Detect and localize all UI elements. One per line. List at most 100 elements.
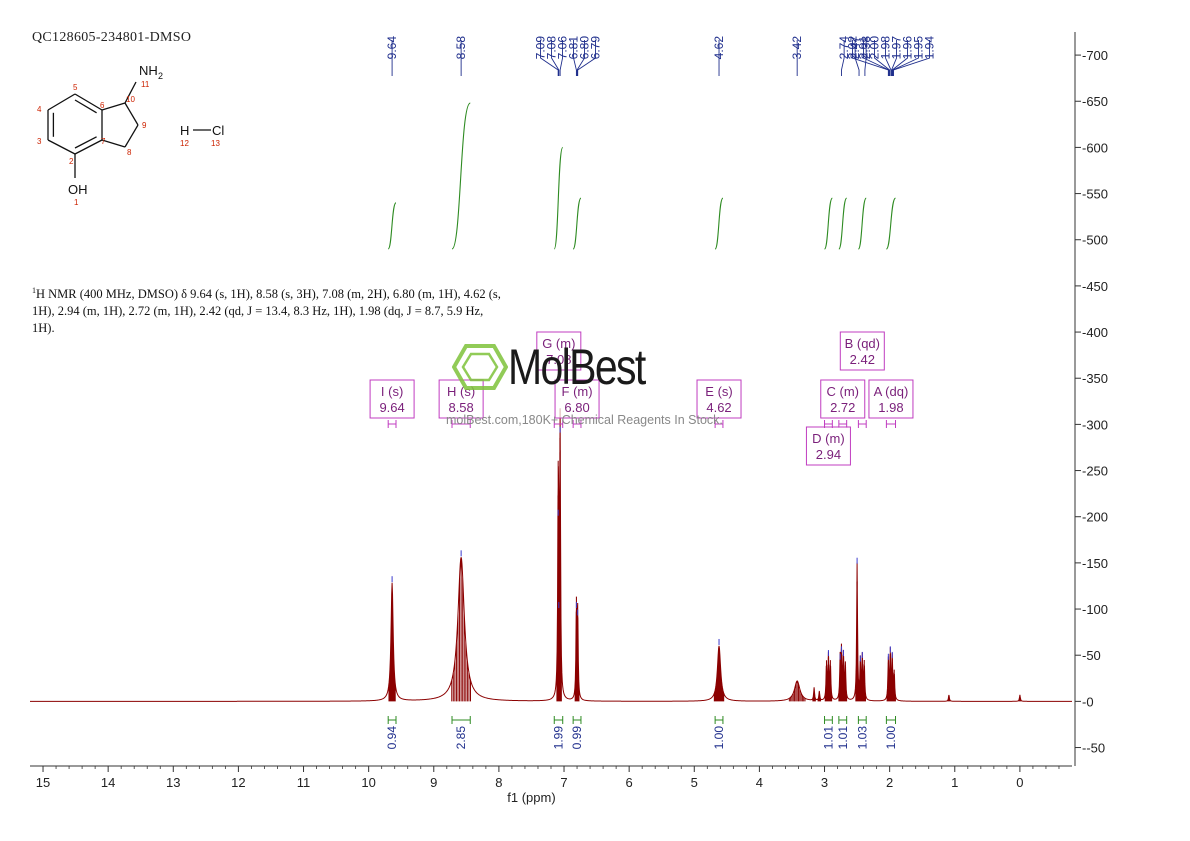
peak-label-leader — [551, 40, 560, 76]
integral-curve — [553, 146, 564, 250]
x-tick-label: 2 — [886, 775, 893, 790]
multiplet-name: E (s) — [705, 384, 732, 399]
integral-bracket — [387, 716, 397, 724]
x-tick-label: 10 — [361, 775, 375, 790]
multiplet-range-bracket — [553, 420, 564, 428]
peak-label-leader — [576, 40, 585, 76]
multiplet-shift: 1.98 — [878, 400, 903, 415]
y-tick-label: --50 — [1082, 741, 1105, 756]
watermark-logo: MolBest — [508, 339, 646, 395]
integral-bracket — [857, 716, 867, 724]
watermark-hexagon-icon — [452, 344, 508, 390]
integral-curve — [838, 197, 848, 250]
x-tick-label: 1 — [951, 775, 958, 790]
multiplet-box — [839, 331, 885, 371]
integral-bracket — [824, 716, 833, 724]
multiplet-box — [868, 379, 914, 419]
integral-value: 1.01 — [821, 726, 835, 750]
peak-label-leader — [864, 40, 867, 76]
atom-number: 4 — [37, 105, 42, 114]
y-tick-label: -650 — [1082, 94, 1108, 109]
integral-bracket — [885, 716, 897, 724]
peak-label-leader — [891, 40, 897, 76]
bond-line — [101, 139, 126, 148]
y-tick-label: -450 — [1082, 279, 1108, 294]
peak-label-leader — [891, 40, 908, 76]
integral-bracket — [572, 716, 582, 724]
multiplet-shift: 6.80 — [564, 400, 589, 415]
peak-label-leader — [540, 40, 559, 76]
peak-label-leader — [885, 40, 892, 76]
multiplet-range-bracket — [824, 420, 833, 428]
atom-cl: Cl — [212, 123, 224, 138]
multiplet-box — [536, 331, 582, 371]
multiplet-shift: 7.08 — [546, 352, 571, 367]
integral-value: 1.03 — [855, 726, 869, 750]
multiplet-shift: 2.72 — [830, 400, 855, 415]
atom-number: 1 — [74, 198, 79, 207]
multiplet-shift: 2.94 — [816, 447, 841, 462]
multiplet-name: G (m) — [542, 336, 575, 351]
y-tick-label: -200 — [1082, 510, 1108, 525]
multiplet-range-bracket — [857, 420, 867, 428]
integral-value: 0.94 — [385, 726, 399, 750]
multiplet-box — [820, 379, 866, 419]
atom-oh: OH — [68, 182, 88, 197]
atom-nh2: NH — [139, 63, 158, 78]
bond-line — [47, 93, 76, 111]
y-tick-label: -400 — [1082, 325, 1108, 340]
x-tick-label: 15 — [36, 775, 50, 790]
multiplet-name: F (m) — [562, 384, 593, 399]
atom-number: 9 — [142, 121, 147, 130]
multiplet-range-bracket — [572, 420, 582, 428]
multiplet-range-bracket — [714, 420, 724, 428]
integral-bracket — [714, 716, 724, 724]
integral-bracket — [451, 716, 471, 724]
atom-number: 5 — [73, 83, 78, 92]
multiplet-range-bracket — [451, 420, 471, 428]
peak-label-leader — [573, 40, 577, 76]
multiplet-shift: 8.58 — [448, 400, 473, 415]
peak-label-leader — [892, 40, 919, 76]
multiplet-box — [805, 426, 851, 466]
y-tick-label: -0 — [1082, 694, 1094, 709]
double-bond-line — [74, 99, 97, 114]
bond-line — [47, 139, 76, 155]
x-tick-label: 9 — [430, 775, 437, 790]
multiplet-range-bracket — [885, 420, 897, 428]
y-tick-label: -250 — [1082, 464, 1108, 479]
y-tick-label: -300 — [1082, 417, 1108, 432]
integral-value: 1.01 — [836, 726, 850, 750]
integral-value: 0.99 — [570, 726, 584, 750]
y-tick-label: -700 — [1082, 48, 1108, 63]
atom-number: 6 — [100, 101, 105, 110]
integral-value: 1.00 — [884, 726, 898, 750]
integral-curve — [387, 202, 397, 250]
integral-curve — [885, 197, 897, 250]
multiplet-shift: 2.42 — [850, 352, 875, 367]
double-bond-line — [74, 136, 97, 149]
y-tick-label: -600 — [1082, 140, 1108, 155]
y-tick-label: -500 — [1082, 233, 1108, 248]
y-tick-label: -550 — [1082, 187, 1108, 202]
spectrum-line — [30, 408, 1072, 702]
multiplet-name: C (m) — [827, 384, 860, 399]
x-tick-label: 0 — [1016, 775, 1023, 790]
integral-curve — [714, 197, 724, 250]
peak-label-leader — [863, 40, 890, 76]
x-tick-label: 13 — [166, 775, 180, 790]
integral-value: 1.99 — [551, 726, 565, 750]
x-tick-label: 8 — [495, 775, 502, 790]
x-tick-label: 6 — [626, 775, 633, 790]
nh2-bond — [124, 81, 137, 104]
nmr-description-text: H NMR (400 MHz, DMSO) δ 9.64 (s, 1H), 8.… — [32, 287, 501, 336]
atom-h: H — [180, 123, 189, 138]
x-tick-label: 12 — [231, 775, 245, 790]
x-tick-label: 4 — [756, 775, 763, 790]
peak-label-leader — [854, 40, 860, 76]
nucleus-mass-number: 1 — [32, 286, 36, 295]
x-tick-label: 14 — [101, 775, 115, 790]
peak-label-leader — [893, 40, 930, 76]
x-tick-label: 5 — [691, 775, 698, 790]
